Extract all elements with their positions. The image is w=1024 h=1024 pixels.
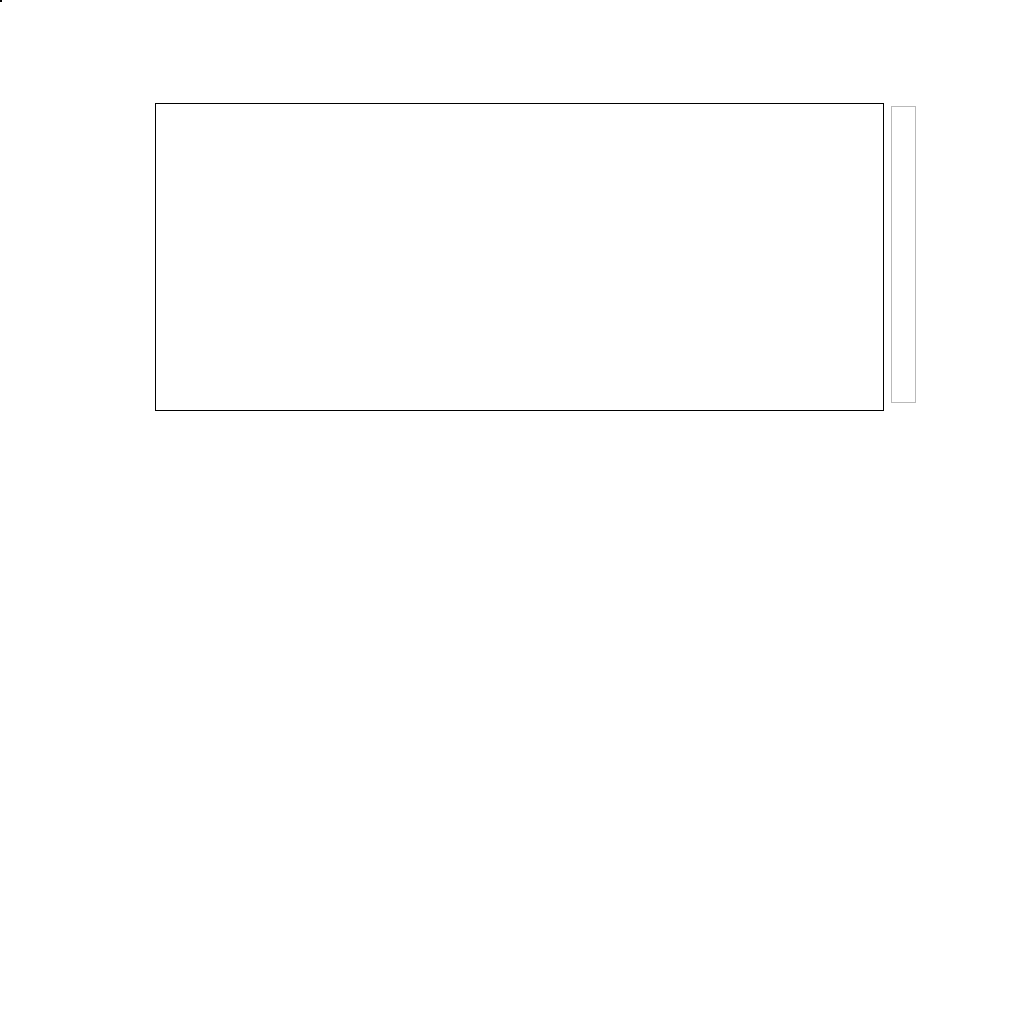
temperature-colorbar: [891, 106, 916, 403]
main-plot-frame: [155, 103, 884, 411]
upper-air-cross-section-panel: [155, 103, 884, 411]
precip-frame: [0, 0, 2, 2]
precip-bar-canvas: [0, 0, 300, 150]
